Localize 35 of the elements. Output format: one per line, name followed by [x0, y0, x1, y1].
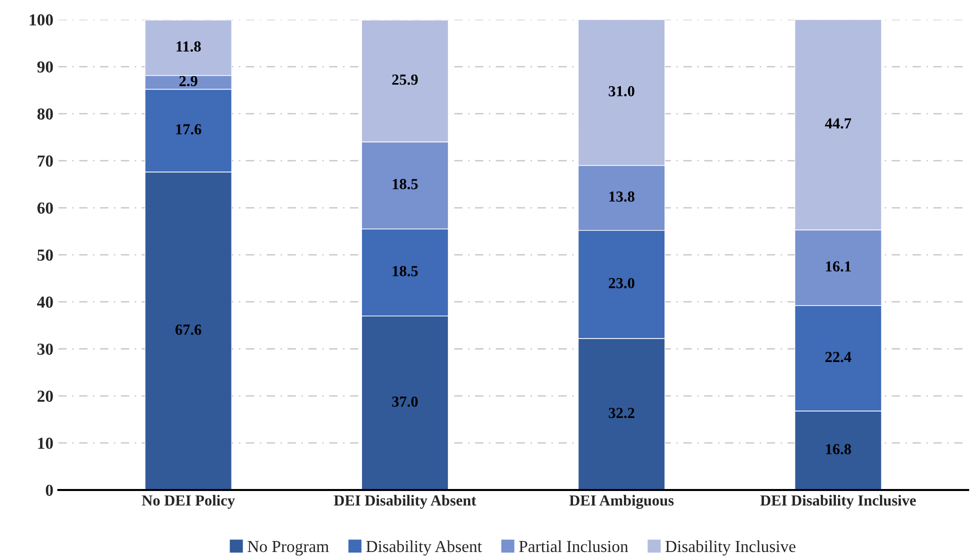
- legend-label: No Program: [248, 541, 329, 556]
- y-tick-label: 50: [38, 250, 53, 261]
- y-tick-label: 0: [46, 484, 53, 496]
- data-label: 25.9: [392, 74, 418, 85]
- data-label: 16.1: [826, 261, 851, 272]
- data-label: 2.9: [179, 76, 198, 86]
- y-tick-label: 100: [30, 14, 53, 26]
- legend-label: Partial Inclusion: [519, 540, 628, 552]
- y-tick-label: 90: [37, 61, 53, 73]
- data-label: 17.6: [176, 124, 202, 135]
- legend-label: Disability Absent: [366, 540, 482, 556]
- y-tick-label: 10: [38, 438, 53, 449]
- y-tick-label: 80: [37, 108, 53, 120]
- data-label: 11.8: [176, 41, 201, 52]
- data-label: 22.4: [825, 352, 852, 362]
- data-label: 31.0: [608, 86, 634, 96]
- x-tick-label: No DEI Policy: [142, 494, 235, 509]
- y-tick-label: 20: [38, 390, 53, 402]
- data-label: 44.7: [825, 118, 852, 129]
- data-label: 16.8: [826, 444, 852, 454]
- y-tick-label: 60: [37, 202, 53, 214]
- x-tick-label: DEI Disability Absent: [334, 494, 476, 509]
- x-tick-label: DEI Disability Inclusive: [760, 494, 916, 509]
- y-tick-label: 40: [37, 296, 53, 308]
- y-tick-label: 30: [37, 344, 53, 355]
- data-label: 32.2: [608, 408, 634, 418]
- data-label: 18.5: [392, 266, 418, 276]
- data-label: 13.8: [609, 191, 634, 202]
- data-label: 23.0: [608, 278, 634, 288]
- data-label: 18.5: [392, 178, 418, 190]
- legend-label: Disability Inclusive: [665, 540, 796, 556]
- data-label: 37.0: [392, 396, 418, 407]
- y-tick-label: 70: [38, 155, 53, 167]
- x-tick-label: DEI Ambiguous: [569, 494, 674, 509]
- data-label: 67.6: [176, 324, 202, 335]
